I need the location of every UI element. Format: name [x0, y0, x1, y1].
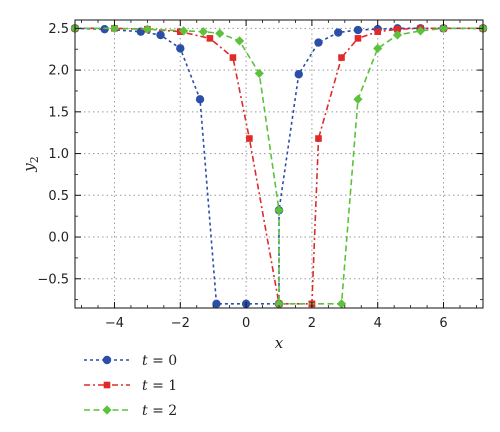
x-tick-label-5: 6: [439, 316, 447, 331]
x-axis-label: x: [275, 334, 284, 352]
series-0-point-1: [100, 24, 109, 34]
y-tick-label-2: 0.5: [48, 189, 69, 204]
y-tick-label-6: 2.5: [48, 22, 69, 37]
legend-marker-0: [102, 355, 112, 365]
series-2-point-13: [373, 43, 383, 53]
x-tick-label-4: 4: [374, 316, 382, 331]
series-1-point-5: [229, 54, 237, 61]
y-tick-label-3: 1.0: [48, 147, 69, 162]
series-0-point-10: [294, 70, 303, 79]
y-tick-label-5: 2.0: [48, 64, 69, 79]
series-0-point-5: [195, 95, 205, 104]
series-2-point-6: [234, 36, 245, 46]
legend-label-2: t = 2: [142, 403, 177, 419]
plot-series: [70, 23, 488, 309]
legend-marker-2: [102, 405, 112, 415]
series-2-point-5: [215, 28, 225, 38]
series-1-point-11: [338, 54, 345, 61]
series-2-point-8: [274, 205, 284, 215]
legend-item-1: t = 1: [84, 378, 177, 394]
series-2-point-16: [438, 23, 449, 33]
legend-item-0: t = 0: [84, 353, 177, 369]
legend-label-1: t = 1: [142, 378, 177, 394]
x-tick-label-1: −2: [171, 316, 190, 331]
series-2-point-3: [178, 26, 189, 36]
series-2-point-7: [254, 68, 264, 79]
y-tick-label-4: 1.5: [48, 105, 69, 120]
y-tick-label-0: −0.5: [37, 272, 69, 287]
legend-item-2: t = 2: [84, 403, 177, 419]
series-0-point-6: [212, 299, 221, 309]
series-1-point-4: [206, 35, 214, 42]
y-axis-label: y2: [20, 156, 41, 172]
series-0-point-3: [156, 30, 165, 40]
series-0: [70, 24, 488, 309]
legend: t = 0 t = 1 t = 2: [84, 353, 177, 419]
series-0-point-4: [176, 44, 185, 53]
series-0-point-13: [353, 25, 363, 35]
y-axis-label-subscript: 2: [28, 156, 41, 163]
series-2-point-2: [142, 24, 152, 34]
series-2-point-12: [353, 94, 363, 104]
axes: −4 −2 0 2 4 6 −0.5 0.0 0.5 1.0 1.5 2.0 2.5 x y2: [20, 19, 484, 352]
series-1-point-14: [394, 25, 401, 33]
plot-frame: [74, 19, 484, 309]
x-tick-label-3: 2: [308, 316, 316, 331]
series-1: [71, 25, 487, 308]
series-1-point-13: [374, 28, 382, 35]
legend-marker-1: [103, 381, 111, 389]
series-2-point-14: [392, 30, 403, 40]
series-1-point-6: [246, 135, 253, 142]
series-1-point-12: [354, 35, 362, 42]
series-1-point-10: [315, 135, 322, 142]
series-2-point-9: [274, 299, 284, 309]
series-2-point-1: [109, 23, 120, 33]
series-2-point-4: [198, 27, 208, 37]
series-0-point-11: [314, 38, 323, 47]
x-tick-label-0: −4: [105, 316, 124, 331]
grid: [75, 20, 483, 308]
legend-label-0: t = 0: [142, 353, 177, 369]
series-0-point-12: [334, 28, 343, 37]
x-tick-label-2: 0: [242, 316, 250, 331]
series-2-point-11: [336, 299, 347, 309]
series-2-point-15: [415, 26, 426, 36]
y-tick-label-1: 0.0: [48, 231, 69, 246]
